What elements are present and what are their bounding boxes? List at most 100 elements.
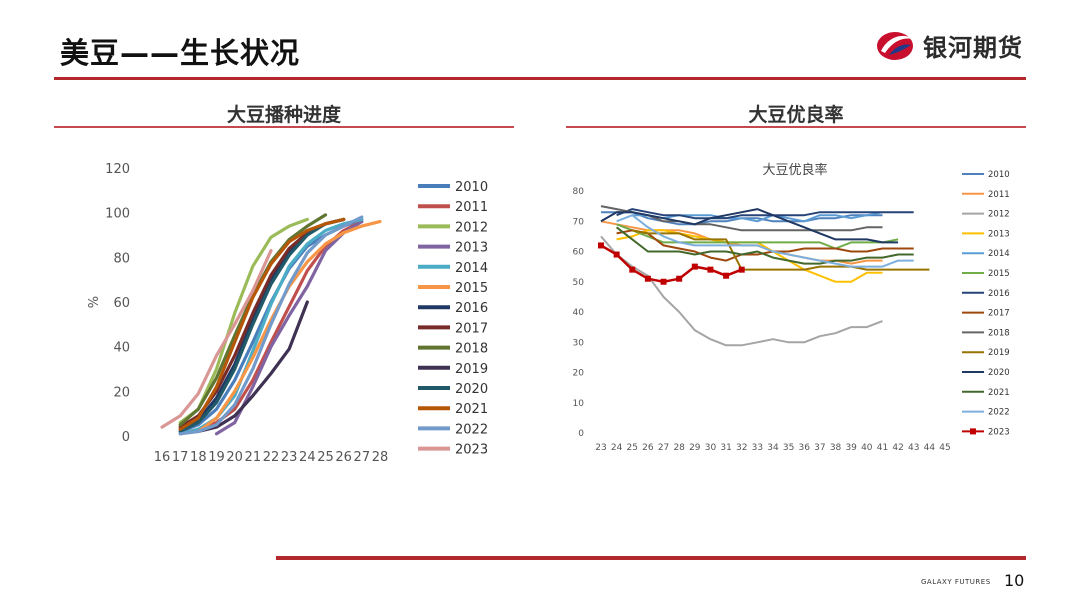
legend-label-2013: 2013 — [455, 241, 488, 256]
header-divider — [54, 77, 1026, 80]
y-tick-label: 40 — [573, 308, 585, 318]
footer-brand: GALAXY FUTURES — [921, 578, 991, 586]
x-tick-label: 30 — [705, 443, 717, 453]
x-tick-label: 44 — [924, 443, 936, 453]
x-tick-label: 37 — [814, 443, 825, 453]
legend-label-2016: 2016 — [455, 301, 488, 316]
x-tick-label: 22 — [263, 450, 280, 465]
chart-title: 大豆优良率 — [762, 162, 827, 178]
x-tick-label: 45 — [939, 443, 950, 453]
y-tick-label: 10 — [573, 399, 585, 409]
y-tick-label: 60 — [113, 296, 130, 311]
y-tick-label: 70 — [573, 217, 585, 227]
x-tick-label: 25 — [627, 443, 638, 453]
x-tick-label: 16 — [154, 450, 171, 465]
data-point-2023 — [613, 251, 620, 258]
legend-label-2014: 2014 — [455, 261, 488, 276]
legend-label-2020: 2020 — [988, 368, 1010, 378]
legend-label-2022: 2022 — [988, 408, 1010, 418]
x-tick-label: 24 — [611, 443, 623, 453]
x-tick-label: 43 — [908, 443, 919, 453]
page-number: 10 — [1004, 571, 1025, 590]
x-tick-label: 26 — [335, 450, 352, 465]
legend-label-2018: 2018 — [455, 342, 488, 357]
series-line-2015 — [616, 223, 899, 250]
series-line-2019 — [196, 300, 309, 434]
page-title: 美豆——生长状况 — [60, 36, 301, 70]
x-tick-label: 26 — [642, 443, 654, 453]
galaxy-logo-icon — [877, 31, 913, 60]
x-tick-label: 40 — [861, 443, 873, 453]
legend-label-2012: 2012 — [988, 210, 1010, 220]
y-tick-label: 20 — [573, 369, 585, 379]
right-panel-rule — [566, 126, 1026, 128]
y-tick-label: 30 — [573, 338, 585, 348]
left-panel-rule — [54, 126, 514, 128]
series-line-2017 — [616, 229, 914, 262]
x-tick-label: 34 — [767, 443, 779, 453]
series-line-2021 — [615, 226, 914, 265]
legend-label-2012: 2012 — [455, 220, 488, 235]
x-tick-label: 24 — [299, 450, 316, 465]
x-tick-label: 23 — [281, 450, 298, 465]
x-tick-label: 31 — [720, 443, 731, 453]
data-point-2023 — [691, 263, 698, 270]
x-tick-label: 33 — [752, 443, 763, 453]
data-point-2023 — [660, 278, 667, 285]
footer-divider — [276, 556, 1026, 560]
legend-label-2018: 2018 — [988, 328, 1010, 338]
series-line-2022 — [616, 214, 914, 268]
y-tick-label: 0 — [578, 429, 584, 439]
series-line-2013 — [616, 229, 883, 283]
data-point-2023 — [629, 266, 636, 273]
x-tick-label: 25 — [317, 450, 334, 465]
legend-label-2013: 2013 — [988, 229, 1010, 239]
y-tick-label: 120 — [105, 162, 130, 177]
x-tick-label: 20 — [226, 450, 243, 465]
legend-label-2020: 2020 — [455, 382, 488, 397]
legend-label-2019: 2019 — [455, 362, 488, 377]
data-point-2023 — [644, 275, 651, 282]
legend-label-2015: 2015 — [455, 281, 488, 296]
x-tick-label: 35 — [783, 443, 794, 453]
x-tick-label: 28 — [673, 443, 685, 453]
series-line-2016 — [616, 208, 914, 220]
x-tick-label: 39 — [845, 443, 857, 453]
series-line-2023 — [160, 248, 273, 429]
series-line-2021 — [178, 217, 346, 431]
x-tick-label: 28 — [372, 450, 389, 465]
legend-label-2016: 2016 — [988, 289, 1010, 299]
right-panel-title: 大豆优良率 — [748, 104, 844, 126]
legend-label-2023: 2023 — [988, 427, 1010, 437]
x-tick-label: 41 — [877, 443, 888, 453]
series-line-2023 — [600, 244, 743, 284]
x-tick-label: 21 — [245, 450, 262, 465]
y-tick-label: 50 — [573, 278, 585, 288]
y-tick-label: 60 — [573, 248, 585, 258]
data-point-2023 — [723, 272, 730, 279]
x-tick-label: 27 — [354, 450, 371, 465]
legend-label-2011: 2011 — [988, 190, 1010, 200]
legend-label-2021: 2021 — [455, 402, 488, 417]
y-tick-label: 40 — [113, 341, 130, 356]
x-tick-label: 17 — [172, 450, 189, 465]
legend-label-2010: 2010 — [988, 170, 1010, 180]
x-tick-label: 18 — [190, 450, 207, 465]
legend-label-2017: 2017 — [455, 321, 488, 336]
legend-label-2010: 2010 — [455, 180, 488, 195]
legend-marker-2023 — [970, 428, 976, 435]
x-tick-label: 27 — [658, 443, 669, 453]
legend-label-2015: 2015 — [988, 269, 1010, 279]
series-line-2020 — [600, 208, 899, 244]
data-point-2023 — [598, 242, 604, 249]
company-logo: 银河期货 — [875, 28, 1023, 63]
x-tick-label: 23 — [595, 443, 606, 453]
y-tick-label: 0 — [122, 430, 130, 445]
y-tick-label: 100 — [105, 207, 130, 222]
legend-label-2011: 2011 — [455, 200, 488, 215]
x-tick-label: 32 — [736, 443, 747, 453]
legend-label-2022: 2022 — [455, 422, 488, 437]
legend-label-2021: 2021 — [988, 388, 1010, 398]
y-tick-label: 80 — [573, 187, 585, 197]
